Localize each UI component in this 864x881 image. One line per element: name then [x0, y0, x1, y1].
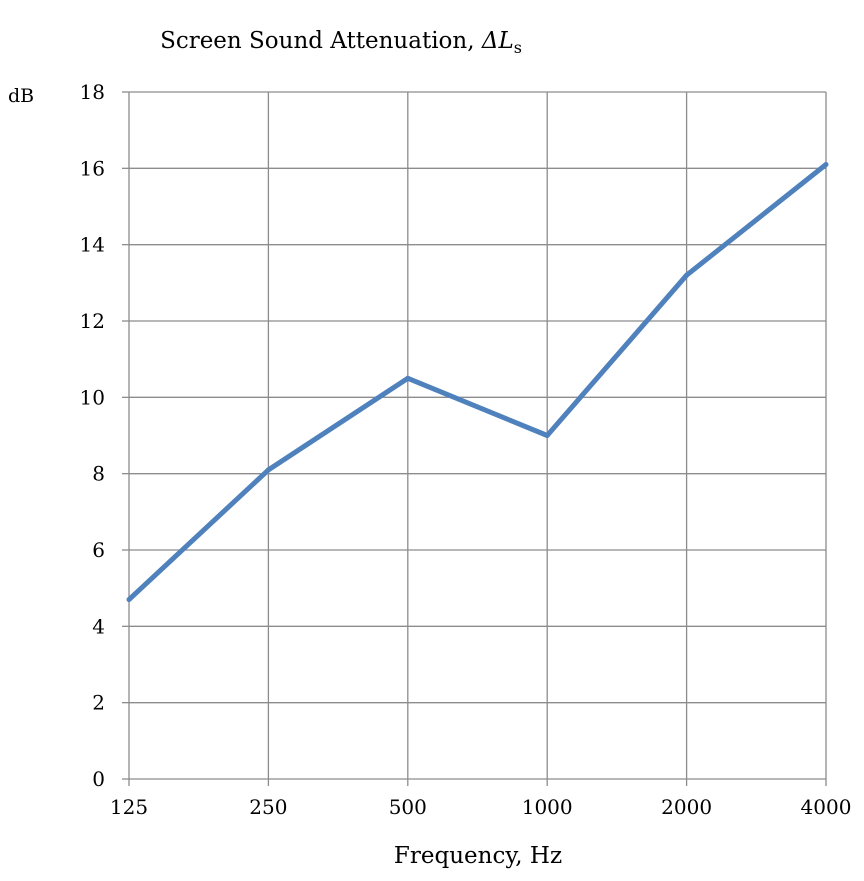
y-tick-label: 14	[80, 233, 105, 257]
data-point	[265, 467, 271, 473]
series-line	[127, 162, 828, 602]
y-tick-label: 12	[80, 309, 105, 333]
x-tick-label: 250	[249, 795, 287, 819]
chart-title-main: Screen Sound Attenuation,	[160, 28, 482, 54]
data-point	[405, 375, 411, 381]
x-axis-ticks: 125 250 500 1000 2000 4000	[110, 779, 852, 819]
x-tick-label: 125	[110, 795, 148, 819]
chart-title: Screen Sound Attenuation, ΔLs	[160, 28, 522, 57]
chart-title-subscript: s	[514, 38, 522, 57]
y-axis-ticks: 0 2 4 6 8 10 12 14 16 18	[80, 80, 129, 791]
series-layer	[126, 162, 829, 603]
x-axis-label: Frequency, Hz	[394, 843, 562, 869]
y-tick-label: 18	[80, 80, 105, 104]
data-point	[544, 433, 550, 438]
data-point	[684, 272, 690, 278]
y-axis-unit-label: dB	[8, 85, 34, 107]
y-tick-label: 8	[92, 462, 105, 486]
x-tick-label: 1000	[522, 795, 573, 819]
y-tick-label: 0	[92, 767, 105, 791]
y-tick-label: 6	[92, 538, 105, 562]
y-tick-label: 2	[92, 691, 105, 715]
gridlines	[129, 91, 827, 779]
x-tick-label: 500	[389, 795, 427, 819]
data-point	[823, 162, 829, 168]
y-tick-label: 10	[80, 385, 105, 409]
axes	[128, 92, 826, 780]
x-tick-label: 2000	[661, 795, 712, 819]
chart-title-symbol: ΔL	[481, 28, 514, 54]
y-tick-label: 4	[92, 614, 105, 638]
data-point	[126, 597, 132, 603]
x-tick-label: 4000	[801, 795, 852, 819]
y-tick-label: 16	[80, 156, 105, 180]
